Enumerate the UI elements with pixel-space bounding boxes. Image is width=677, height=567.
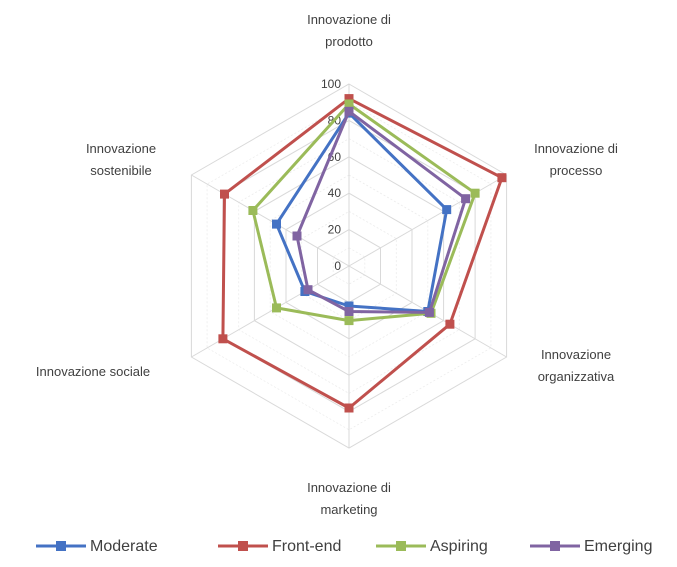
data-point-marker: [424, 307, 434, 317]
axis-label: Innovazione sociale: [36, 364, 150, 379]
axis-label: Innovazione di processo: [534, 141, 618, 178]
data-point-marker: [344, 106, 354, 116]
grid-spoke: [348, 174, 507, 267]
legend-item: Emerging: [530, 538, 652, 555]
legend-label: Front-end: [272, 538, 341, 555]
legend-swatch-marker: [238, 541, 248, 551]
data-point-marker: [218, 334, 228, 344]
data-point-marker: [344, 94, 354, 104]
data-point-marker: [470, 188, 480, 198]
legend-label: Aspiring: [430, 538, 488, 555]
legend-swatch-marker: [550, 541, 560, 551]
data-point-marker: [344, 99, 354, 109]
grid-spoke: [191, 265, 350, 358]
series-line: [275, 111, 449, 313]
data-point-marker: [344, 316, 354, 326]
legend-item: Moderate: [36, 538, 158, 555]
data-point-marker: [461, 194, 471, 204]
data-point-marker: [344, 301, 354, 311]
tick-label: 40: [328, 186, 342, 200]
data-point-marker: [344, 307, 354, 316]
legend-item: Aspiring: [376, 538, 488, 555]
data-point-marker: [344, 403, 354, 413]
data-point-marker: [445, 319, 455, 329]
legend-swatch-marker: [396, 541, 406, 551]
data-point-marker: [248, 206, 258, 215]
legend: Moderate Front-end Aspiring Emerging: [36, 538, 652, 555]
legend-label: Emerging: [584, 538, 652, 555]
legend-swatch-marker: [56, 541, 66, 551]
series-front-end: [218, 94, 507, 413]
radar-grid: [190, 83, 508, 449]
data-point-marker: [220, 189, 229, 199]
data-point-marker: [272, 303, 281, 313]
tick-label: 100: [321, 77, 341, 91]
series-emerging: [292, 106, 471, 317]
data-point-marker: [497, 173, 507, 183]
axis-label: Innovazione sostenibile: [86, 141, 156, 178]
data-point-marker: [272, 219, 281, 229]
grid-spoke: [191, 174, 350, 267]
axis-label: Innovazione di marketing: [307, 480, 391, 517]
data-point-marker: [292, 231, 302, 241]
legend-item: Front-end: [218, 538, 341, 555]
axis-label: Innovazione di prodotto: [307, 12, 391, 49]
data-point-marker: [303, 285, 313, 295]
radar-axis-labels: Innovazione di prodotto Innovazione di proc…: [36, 12, 618, 517]
legend-label: Moderate: [90, 538, 158, 555]
data-point-marker: [442, 205, 452, 215]
tick-label: 20: [328, 223, 342, 237]
series-moderate: [272, 108, 452, 316]
radar-series: [218, 94, 507, 413]
tick-label: 0: [334, 259, 341, 273]
axis-label: Innovazione organizzativa: [538, 347, 615, 384]
